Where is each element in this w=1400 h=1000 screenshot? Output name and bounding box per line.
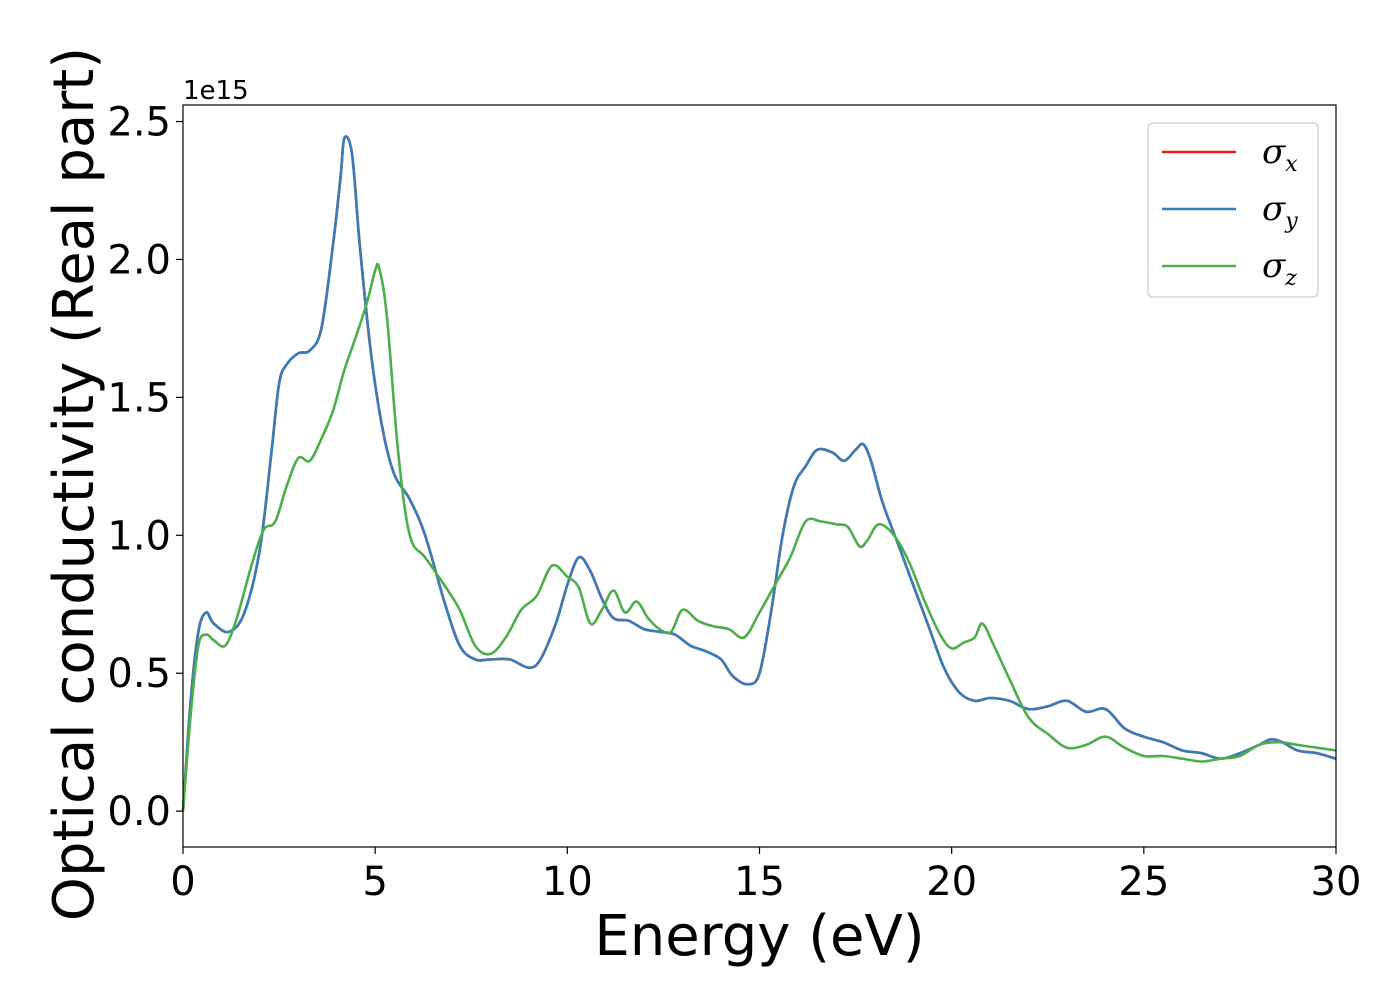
x-tick-label: 25 <box>1118 859 1169 905</box>
series-line-sigma-y <box>181 135 1337 812</box>
legend-symbol: σ <box>1262 246 1286 286</box>
legend-label: σx <box>1262 132 1298 177</box>
x-axis: 0 5 10 15 20 25 30 <box>170 847 1361 905</box>
x-tick-label: 30 <box>1311 859 1362 905</box>
y-tick-label: 0.0 <box>107 789 171 835</box>
y-tick-label: 2.0 <box>107 237 171 283</box>
legend-label: σz <box>1262 246 1297 291</box>
legend-item-sigma-z: σz <box>1162 246 1297 291</box>
legend-subscript: z <box>1284 266 1297 291</box>
x-axis-label: Energy (eV) <box>594 904 924 969</box>
y-tick-label: 1.0 <box>107 513 171 559</box>
legend-item-sigma-y: σy <box>1162 189 1298 234</box>
x-tick-label: 10 <box>542 859 593 905</box>
legend-subscript: x <box>1285 152 1298 177</box>
y-axis-label: Optical conductivity (Real part) <box>42 47 107 921</box>
legend-subscript: y <box>1284 209 1298 234</box>
y-axis: 0.0 0.5 1.0 1.5 2.0 2.5 <box>107 100 183 835</box>
series-line-sigma-z <box>181 262 1337 812</box>
legend-symbol: σ <box>1262 189 1286 229</box>
y-tick-label: 0.5 <box>107 651 171 697</box>
x-tick-label: 20 <box>926 859 977 905</box>
y-tick-label: 2.5 <box>107 100 171 146</box>
y-tick-label: 1.5 <box>107 375 171 421</box>
legend-item-sigma-x: σx <box>1162 132 1298 177</box>
series-layer <box>181 135 1337 812</box>
y-axis-offset-label: 1e15 <box>183 76 249 106</box>
legend-symbol: σ <box>1262 132 1286 172</box>
x-tick-label: 15 <box>734 859 785 905</box>
legend-label: σy <box>1262 189 1298 234</box>
x-tick-label: 5 <box>362 859 387 905</box>
x-tick-label: 0 <box>170 859 195 905</box>
